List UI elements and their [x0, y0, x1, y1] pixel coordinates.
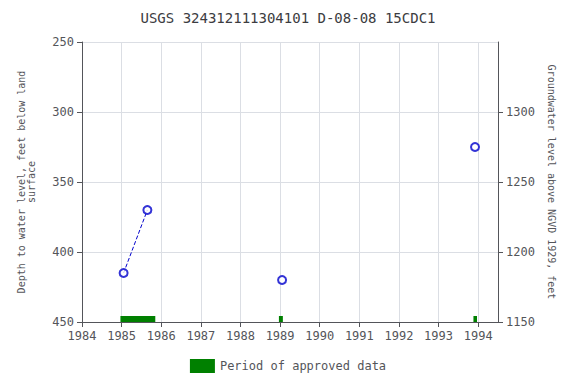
- svg-text:1987: 1987: [186, 329, 215, 343]
- svg-text:1984: 1984: [68, 329, 97, 343]
- svg-text:400: 400: [52, 245, 74, 259]
- svg-text:1990: 1990: [305, 329, 334, 343]
- svg-text:250: 250: [52, 35, 74, 49]
- svg-text:Groundwater level above NGVD 1: Groundwater level above NGVD 1929, feet: [546, 65, 557, 300]
- svg-text:1988: 1988: [226, 329, 255, 343]
- svg-text:surface: surface: [26, 161, 37, 203]
- svg-text:350: 350: [52, 175, 74, 189]
- svg-text:1991: 1991: [345, 329, 374, 343]
- svg-text:1986: 1986: [147, 329, 176, 343]
- svg-text:Period of approved data: Period of approved data: [220, 359, 386, 373]
- svg-text:1994: 1994: [464, 329, 493, 343]
- svg-text:1989: 1989: [266, 329, 295, 343]
- svg-text:1993: 1993: [424, 329, 453, 343]
- svg-text:1985: 1985: [107, 329, 136, 343]
- svg-text:1150: 1150: [506, 315, 535, 329]
- svg-text:USGS 324312111304101 D-08-08 1: USGS 324312111304101 D-08-08 15CDC1: [140, 10, 435, 26]
- svg-text:1200: 1200: [506, 245, 535, 259]
- svg-text:300: 300: [52, 105, 74, 119]
- svg-text:450: 450: [52, 315, 74, 329]
- svg-text:Depth to water level, feet bel: Depth to water level, feet below land: [15, 70, 27, 294]
- svg-text:1992: 1992: [384, 329, 413, 343]
- svg-text:1250: 1250: [506, 175, 535, 189]
- svg-text:1300: 1300: [506, 105, 535, 119]
